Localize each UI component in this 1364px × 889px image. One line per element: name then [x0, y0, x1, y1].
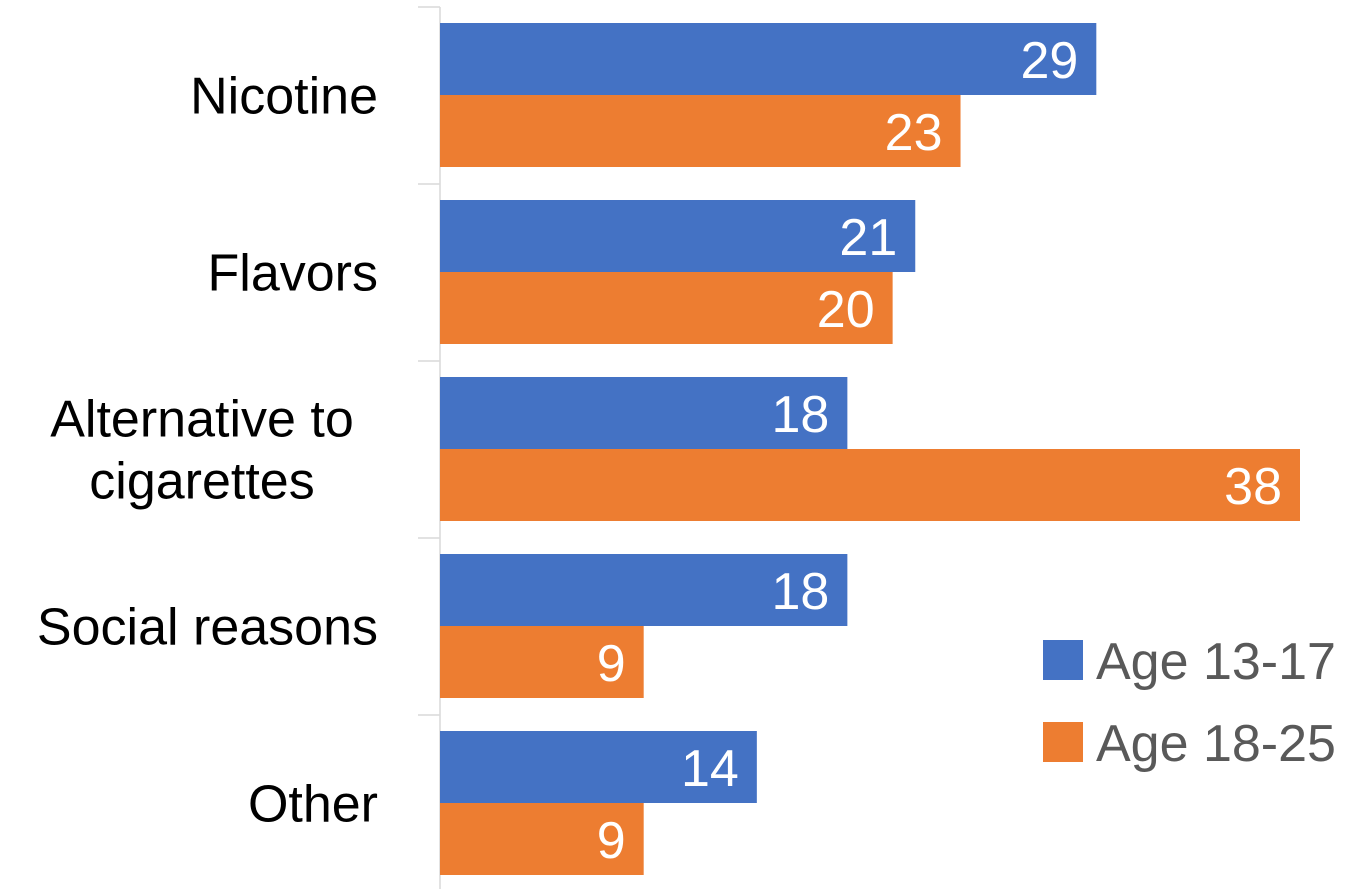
category-label-line: Nicotine — [190, 68, 378, 126]
category-label: Nicotine — [190, 68, 378, 126]
category-label-line: cigarettes — [89, 453, 314, 511]
legend-swatch — [1043, 640, 1083, 680]
data-label: 18 — [772, 386, 830, 444]
legend-label: Age 18-25 — [1096, 715, 1336, 773]
bar-age-18-25 — [440, 272, 893, 344]
data-label: 9 — [597, 812, 626, 870]
category-label: Social reasons — [37, 599, 378, 657]
category-label-line: Social reasons — [37, 599, 378, 657]
data-label: 29 — [1020, 32, 1078, 90]
data-label: 23 — [885, 104, 943, 162]
bar-age-18-25 — [440, 803, 644, 875]
category-label-line: Alternative to — [50, 391, 354, 449]
category-label: Other — [248, 776, 378, 834]
data-label: 21 — [839, 209, 897, 267]
data-label: 9 — [597, 635, 626, 693]
legend-swatch — [1043, 722, 1083, 762]
category-label-line: Flavors — [208, 245, 378, 303]
data-label: 18 — [772, 563, 830, 621]
category-label-line: Other — [248, 776, 378, 834]
data-label: 20 — [817, 281, 875, 339]
category-label: Flavors — [208, 245, 378, 303]
bar-age-13-17 — [440, 554, 848, 626]
data-label: 14 — [681, 740, 739, 798]
bar-age-13-17 — [440, 23, 1097, 95]
bar-age-18-25 — [440, 449, 1300, 521]
bar-age-13-17 — [440, 377, 848, 449]
bar-age-13-17 — [440, 731, 757, 803]
bar-age-13-17 — [440, 200, 916, 272]
data-label: 38 — [1224, 458, 1282, 516]
category-label: Alternative to cigarettes — [50, 391, 354, 511]
legend-label: Age 13-17 — [1096, 633, 1336, 691]
bar-age-18-25 — [440, 626, 644, 698]
bar-age-18-25 — [440, 95, 961, 167]
